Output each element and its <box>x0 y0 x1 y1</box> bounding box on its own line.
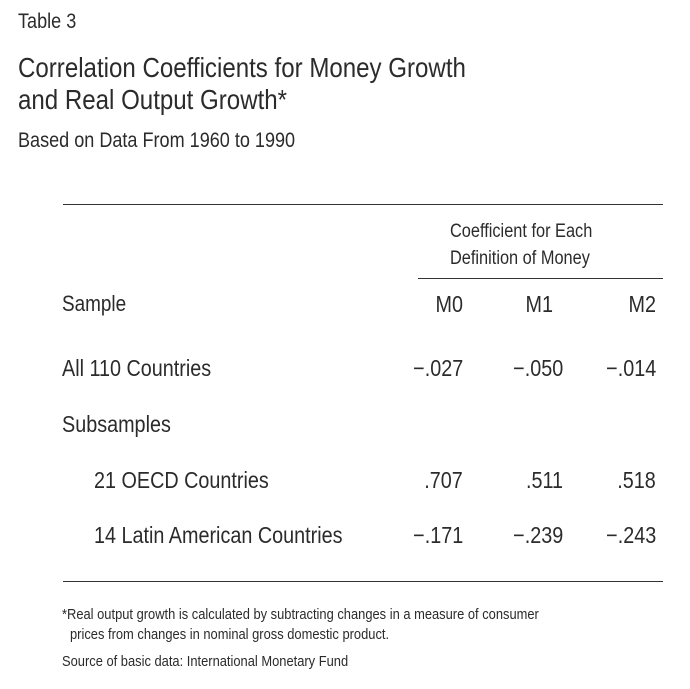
cell-m0-text: .707 <box>424 467 463 493</box>
cell-m1-text: −.050 <box>512 355 563 381</box>
cell-m1: .511 <box>483 467 563 494</box>
row-label: All 110 Countries <box>62 355 235 382</box>
col-header-m2: M2 <box>576 291 656 318</box>
col-header-m0: M0 <box>383 291 463 318</box>
bottom-rule <box>63 581 663 582</box>
col-header-sample: Sample <box>62 291 137 317</box>
table-label: Table 3 <box>18 10 86 34</box>
table-label-text: Table 3 <box>18 10 77 33</box>
subtitle-text: Based on Data From 1960 to 1990 <box>18 129 296 152</box>
row-label-text: 14 Latin American Countries <box>94 522 343 548</box>
cell-m2-text: −.243 <box>605 522 656 548</box>
footnote-line-2: prices from changes in nominal gross dom… <box>70 626 390 643</box>
cell-m2: −.243 <box>576 522 656 549</box>
row-label-text: All 110 Countries <box>62 355 212 381</box>
cell-m2: .518 <box>576 467 656 494</box>
footnote-line-1: *Real output growth is calculated by sub… <box>62 606 539 623</box>
cell-m1: −.239 <box>483 522 563 549</box>
cell-m1: −.050 <box>483 355 563 382</box>
row-label: 21 OECD Countries <box>94 467 297 494</box>
row-label-text: 21 OECD Countries <box>94 467 269 493</box>
source-note-text: Source of basic data: International Mone… <box>62 653 349 670</box>
col-header-m1: M1 <box>473 291 553 318</box>
cell-m0: −.171 <box>383 522 463 549</box>
col-header-m2-text: M2 <box>628 291 656 317</box>
cell-m2: −.014 <box>576 355 656 382</box>
table-subtitle: Based on Data From 1960 to 1990 <box>18 129 340 153</box>
span-header: Coefficient for Each Definition of Money <box>450 218 615 272</box>
top-rule <box>63 204 663 205</box>
row-label: 14 Latin American Countries <box>94 522 383 549</box>
title-line-2: and Real Output Growth* <box>18 84 288 115</box>
col-header-sample-text: Sample <box>62 291 127 316</box>
col-header-m1-text: M1 <box>525 291 553 317</box>
span-header-line-1: Coefficient for Each <box>450 221 593 242</box>
span-header-rule <box>418 278 663 279</box>
source-note: Source of basic data: International Mone… <box>62 653 395 670</box>
footnote: *Real output growth is calculated by sub… <box>62 605 616 645</box>
cell-m0: .707 <box>383 467 463 494</box>
section-label-text: Subsamples <box>62 411 171 437</box>
title-line-1: Correlation Coefficients for Money Growt… <box>18 52 466 83</box>
cell-m1-text: −.239 <box>512 522 563 548</box>
table-title: Correlation Coefficients for Money Growt… <box>18 52 539 116</box>
section-label: Subsamples <box>62 411 189 438</box>
col-header-m0-text: M0 <box>435 291 463 317</box>
cell-m0: −.027 <box>383 355 463 382</box>
cell-m1-text: .511 <box>525 467 563 493</box>
cell-m0-text: −.027 <box>412 355 463 381</box>
cell-m2-text: −.014 <box>605 355 656 381</box>
span-header-line-2: Definition of Money <box>450 248 590 269</box>
cell-m0-text: −.171 <box>412 522 463 548</box>
cell-m2-text: .518 <box>617 467 656 493</box>
